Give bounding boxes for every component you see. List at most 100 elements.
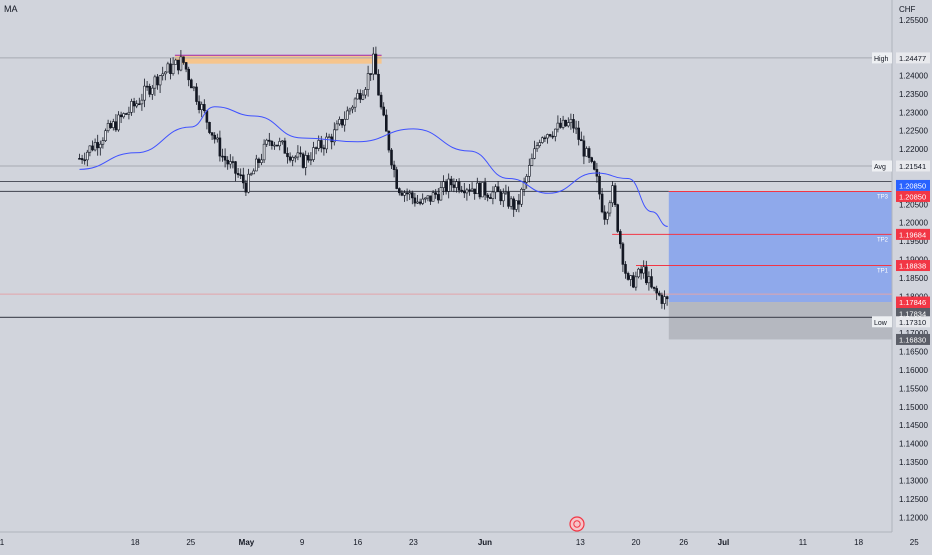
candle[interactable] (340, 118, 344, 128)
candle[interactable] (112, 118, 115, 131)
candle[interactable] (655, 285, 659, 301)
candle[interactable] (436, 188, 440, 204)
candle[interactable] (221, 148, 224, 162)
candle[interactable] (499, 189, 503, 205)
price-tag-tp3b[interactable]: 1.20850 (896, 190, 930, 202)
clock-icon[interactable] (569, 516, 585, 532)
candle[interactable] (382, 102, 386, 117)
candle[interactable] (629, 274, 633, 287)
candle[interactable] (431, 190, 435, 202)
candle[interactable] (130, 98, 133, 116)
candle[interactable] (564, 119, 568, 127)
candle[interactable] (395, 166, 399, 190)
candle[interactable] (520, 187, 523, 208)
candle[interactable] (138, 97, 141, 106)
candle[interactable] (369, 73, 373, 81)
candle[interactable] (174, 58, 177, 65)
candle[interactable] (379, 92, 383, 110)
candle[interactable] (400, 190, 404, 197)
candle[interactable] (171, 57, 175, 76)
candle[interactable] (283, 137, 287, 154)
price-tag-ma_value[interactable]: 1.17834 (896, 307, 930, 319)
candle[interactable] (522, 177, 526, 196)
candle[interactable] (343, 111, 347, 132)
candle[interactable] (286, 147, 289, 164)
candle[interactable] (96, 134, 99, 156)
candle[interactable] (143, 78, 146, 108)
stop-zone[interactable] (668, 302, 892, 340)
candle[interactable] (325, 132, 328, 154)
candle[interactable] (197, 95, 201, 114)
candle[interactable] (353, 97, 357, 112)
candle[interactable] (561, 115, 565, 130)
candle[interactable] (299, 146, 302, 158)
candle[interactable] (486, 193, 490, 202)
candle[interactable] (122, 112, 125, 119)
candle[interactable] (465, 187, 469, 201)
candle[interactable] (125, 112, 128, 115)
candle[interactable] (330, 133, 334, 150)
candle[interactable] (616, 203, 620, 233)
candle[interactable] (530, 153, 534, 166)
candle[interactable] (156, 73, 159, 90)
candle[interactable] (267, 132, 271, 146)
candle[interactable] (592, 160, 596, 171)
candle[interactable] (475, 177, 479, 195)
candle[interactable] (416, 194, 419, 205)
candle[interactable] (439, 181, 443, 201)
candle[interactable] (366, 65, 370, 97)
candle[interactable] (234, 161, 237, 182)
candle[interactable] (335, 120, 339, 131)
target-zone[interactable] (668, 191, 892, 303)
candle[interactable] (533, 140, 536, 160)
candle[interactable] (364, 87, 367, 99)
candle[interactable] (187, 66, 190, 87)
candle[interactable] (421, 193, 425, 206)
candle[interactable] (408, 189, 412, 200)
candle[interactable] (650, 269, 653, 289)
candle[interactable] (572, 114, 575, 133)
candle[interactable] (88, 145, 92, 157)
candle[interactable] (179, 50, 183, 72)
candle[interactable] (348, 107, 352, 115)
candle[interactable] (507, 186, 510, 209)
candle[interactable] (371, 47, 375, 81)
candle[interactable] (109, 120, 112, 129)
candle[interactable] (449, 175, 453, 192)
candle[interactable] (603, 205, 607, 225)
candle[interactable] (535, 142, 539, 152)
price-tag-low[interactable]: 1.17310 (896, 316, 930, 328)
candle[interactable] (665, 295, 669, 306)
candle[interactable] (114, 114, 118, 132)
candle[interactable] (600, 188, 604, 214)
candle[interactable] (255, 154, 258, 172)
candle[interactable] (579, 131, 583, 142)
candle[interactable] (117, 111, 120, 132)
candle[interactable] (332, 122, 336, 146)
candle[interactable] (374, 46, 378, 75)
candle[interactable] (605, 211, 609, 225)
candle[interactable] (247, 168, 250, 194)
candle[interactable] (512, 196, 516, 217)
candle[interactable] (590, 156, 594, 164)
candle[interactable] (551, 131, 555, 140)
candle[interactable] (540, 136, 544, 144)
candle[interactable] (494, 184, 497, 200)
candle[interactable] (574, 120, 578, 134)
candle[interactable] (262, 139, 266, 164)
candle[interactable] (229, 154, 232, 169)
candle[interactable] (83, 152, 86, 165)
candle[interactable] (260, 153, 263, 166)
price-tag-tp3[interactable]: 1.20850 (896, 179, 930, 191)
candle[interactable] (608, 200, 612, 217)
candle[interactable] (527, 158, 531, 183)
candle[interactable] (525, 173, 529, 189)
candle[interactable] (488, 193, 492, 199)
candle[interactable] (265, 138, 269, 147)
candle[interactable] (390, 147, 393, 170)
candle[interactable] (624, 261, 627, 279)
candle[interactable] (169, 58, 172, 80)
candle[interactable] (392, 160, 396, 178)
candle[interactable] (270, 140, 274, 150)
candle[interactable] (158, 74, 162, 93)
